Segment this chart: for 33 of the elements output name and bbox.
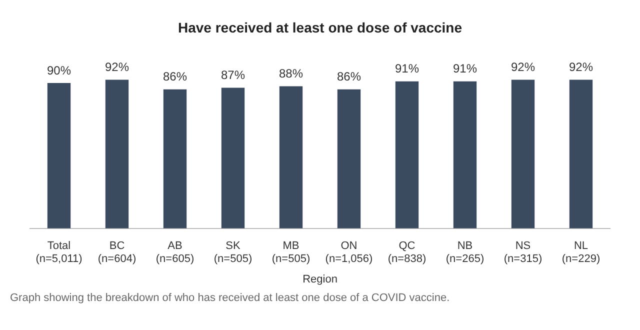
- bar: [163, 89, 187, 228]
- text: Graph showing the breakdown of who has received at least one dose of a COVID vaccine.: [10, 292, 451, 304]
- x-tick-label: NL (n=229): [562, 240, 600, 266]
- bar: [569, 80, 593, 228]
- data-label: 87%: [220, 68, 246, 82]
- data-label: 86%: [336, 70, 362, 84]
- x-axis-title: Region: [302, 273, 338, 286]
- bar: [221, 88, 245, 228]
- x-tick-label: Total (n=5,011): [36, 240, 82, 266]
- x-tick-label: BC (n=604): [98, 240, 136, 266]
- x-tick-label: MB (n=505): [272, 240, 310, 266]
- chart-title: Have received at least one dose of vaccine: [178, 19, 462, 36]
- bar: [47, 82, 71, 228]
- x-tick-label: ON (n=1,056): [325, 240, 373, 266]
- data-label: 91%: [394, 62, 420, 76]
- x-tick-label: QC (n=838): [388, 240, 426, 266]
- bar: [279, 86, 303, 228]
- bar: [395, 81, 419, 228]
- x-tick-label: AB (n=605): [156, 240, 194, 266]
- x-tick-label: NB (n=265): [446, 240, 484, 266]
- bar: [453, 81, 477, 228]
- data-label: 88%: [278, 66, 304, 81]
- data-label: 92%: [104, 60, 130, 74]
- data-label: 86%: [162, 70, 188, 84]
- bar: [337, 89, 361, 228]
- bar: [511, 80, 535, 228]
- data-label: 91%: [452, 62, 478, 76]
- data-label: 90%: [46, 63, 72, 78]
- x-tick-label: SK (n=505): [214, 240, 252, 266]
- data-label: 92%: [510, 60, 536, 74]
- data-label: 92%: [568, 60, 594, 74]
- bar: [105, 80, 129, 228]
- x-tick-label: NS (n=315): [504, 240, 542, 266]
